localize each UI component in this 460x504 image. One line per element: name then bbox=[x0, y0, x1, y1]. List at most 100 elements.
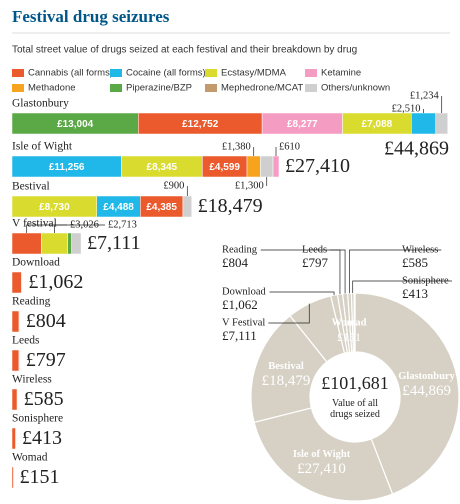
bar-segment bbox=[11, 349, 20, 372]
bar-segment bbox=[21, 271, 23, 294]
segment-label: £4,385 bbox=[146, 202, 177, 213]
segment-label: £8,730 bbox=[39, 202, 70, 213]
legend-swatch bbox=[12, 84, 24, 92]
total-label: £101,681 bbox=[321, 373, 389, 393]
festival-total: £585 bbox=[24, 388, 64, 410]
segment-label: £1,300 bbox=[235, 180, 264, 191]
slice-name: Womad bbox=[331, 317, 366, 328]
segment-label: £900 bbox=[163, 180, 184, 191]
legend-swatch bbox=[205, 84, 217, 92]
festival-name: Wireless bbox=[12, 374, 52, 386]
segment-label: £1,380 bbox=[222, 141, 251, 152]
festival-total: £27,410 bbox=[285, 155, 350, 177]
slice-value: £585 bbox=[402, 255, 428, 270]
slice-name: V Festival bbox=[222, 317, 265, 328]
segment-label: £4,599 bbox=[209, 162, 240, 173]
legend-swatch bbox=[305, 69, 317, 77]
segment-label: £610 bbox=[279, 141, 300, 152]
festival-name: V festival bbox=[12, 218, 57, 230]
legend-label: Methadone bbox=[28, 83, 76, 94]
slice-value: £27,410 bbox=[297, 461, 346, 477]
bar-segment bbox=[11, 427, 16, 450]
festival-total: £7,111 bbox=[87, 232, 141, 254]
bar-segment bbox=[11, 271, 22, 294]
slice-name: Glastonbury bbox=[398, 371, 455, 382]
slice-name: Bestival bbox=[268, 361, 304, 372]
bar-segment bbox=[11, 466, 14, 489]
slice-name: Reading bbox=[222, 244, 258, 255]
slice-name: Isle of Wight bbox=[293, 449, 351, 460]
bar-segment bbox=[67, 232, 72, 255]
slice-value: £7,111 bbox=[222, 328, 257, 343]
festival-name: Leeds bbox=[12, 335, 40, 347]
festival-total: £413 bbox=[22, 427, 62, 449]
bar-segment bbox=[435, 112, 448, 135]
slice-value: £804 bbox=[222, 255, 249, 270]
slice-value: £797 bbox=[302, 255, 329, 270]
leader-line bbox=[349, 249, 442, 294]
chart-subtitle: Total street value of drugs seized at ea… bbox=[12, 45, 357, 56]
donut-slice bbox=[354, 292, 460, 495]
leader-line bbox=[260, 249, 341, 295]
leader-line bbox=[330, 249, 346, 294]
bar-segment bbox=[246, 155, 261, 178]
legend-label: Cocaine (all forms) bbox=[126, 68, 206, 79]
festival-name: Bestival bbox=[12, 181, 50, 193]
festival-name: Womad bbox=[12, 452, 48, 464]
segment-label: £11,256 bbox=[49, 162, 85, 173]
total-text: Value of all drugs seized bbox=[330, 398, 380, 420]
segment-label: £7,088 bbox=[362, 119, 393, 130]
legend-label: Mephedrone/MCAT bbox=[221, 83, 303, 94]
bar-segment bbox=[260, 155, 274, 178]
bar-segment bbox=[11, 388, 18, 411]
slice-value: £44,869 bbox=[402, 383, 451, 399]
segment-label: £8,277 bbox=[287, 119, 318, 130]
leader-line bbox=[268, 303, 310, 324]
donut-slice bbox=[353, 292, 356, 353]
bar-segment bbox=[411, 112, 436, 135]
legend-label: Ecstasy/MDMA bbox=[221, 68, 287, 79]
segment-label: £4,488 bbox=[103, 202, 134, 213]
slice-value: £18,479 bbox=[262, 373, 311, 389]
leader-line bbox=[26, 224, 67, 233]
slice-name: Leeds bbox=[302, 244, 327, 255]
bar-segment bbox=[18, 310, 21, 333]
segment-label: £2,510 bbox=[392, 103, 421, 114]
legend-label: Piperazine/BZP bbox=[126, 83, 192, 94]
festival-total: £44,869 bbox=[384, 138, 449, 160]
segment-label: £12,752 bbox=[182, 119, 219, 130]
festival-name: Reading bbox=[12, 296, 51, 308]
bar-segment bbox=[71, 232, 82, 255]
legend-label: Others/unknown bbox=[321, 83, 390, 94]
legend-swatch bbox=[205, 69, 217, 77]
chart-title: Festival drug seizures bbox=[12, 7, 170, 26]
segment-label: £8,345 bbox=[147, 162, 178, 173]
leader-line bbox=[269, 291, 335, 296]
slice-value: £413 bbox=[402, 286, 428, 301]
donut-hole bbox=[311, 353, 399, 441]
slice-value: £151 bbox=[337, 330, 361, 344]
bar-segment bbox=[18, 349, 20, 372]
legend-swatch bbox=[12, 69, 24, 77]
legend-label: Ketamine bbox=[321, 68, 361, 79]
legend-swatch bbox=[110, 69, 122, 77]
festival-name: Sonisphere bbox=[12, 413, 63, 425]
legend-swatch bbox=[110, 84, 122, 92]
festival-total: £797 bbox=[26, 349, 66, 371]
festival-total: £1,062 bbox=[28, 271, 83, 293]
festival-total: £804 bbox=[26, 310, 66, 332]
leader-line bbox=[352, 280, 452, 294]
segment-label: £13,004 bbox=[57, 119, 94, 130]
festival-total: £151 bbox=[19, 466, 59, 488]
bar-segment bbox=[272, 155, 280, 178]
bar-segment bbox=[16, 388, 18, 411]
donut-slice bbox=[253, 407, 394, 502]
festival-name: Glastonbury bbox=[12, 98, 69, 110]
festival-total: £18,479 bbox=[198, 195, 263, 217]
slice-value: £1,062 bbox=[222, 297, 258, 312]
total-text-box: Value of all drugs seized bbox=[330, 398, 380, 420]
slice-name: Download bbox=[222, 286, 266, 297]
bar-segment bbox=[11, 310, 20, 333]
